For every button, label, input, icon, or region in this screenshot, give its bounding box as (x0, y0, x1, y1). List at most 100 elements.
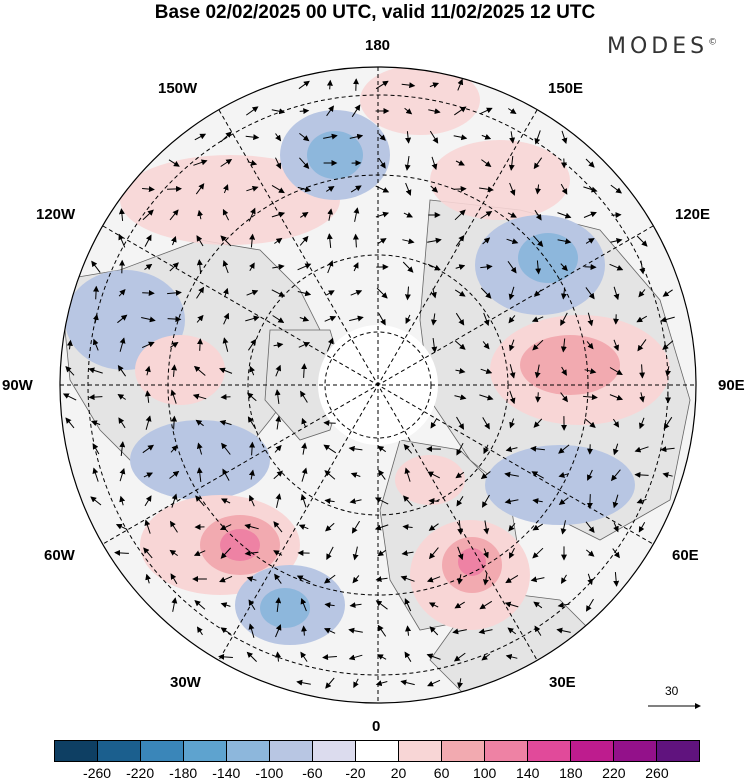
wind-arrow (504, 471, 519, 478)
wind-arrow (323, 133, 338, 140)
wind-arrow (374, 497, 389, 505)
wind-arrow (375, 680, 388, 687)
wind-arrow (296, 575, 311, 583)
wind-arrow (480, 471, 491, 480)
wind-arrow (428, 108, 441, 115)
wind-arrow (141, 341, 155, 349)
wind-arrow (509, 390, 516, 405)
wind-arrow (90, 496, 102, 506)
wind-arrow (299, 235, 309, 246)
wind-arrow (220, 235, 232, 247)
wind-arrow (634, 446, 649, 453)
wind-arrow (325, 522, 335, 532)
wind-arrow (144, 495, 152, 507)
wind-arrow (248, 494, 255, 507)
wind-vectors (62, 78, 675, 689)
wind-arrow (534, 209, 542, 221)
wind-arrow (533, 235, 544, 247)
wind-arrow (482, 573, 489, 586)
wind-arrow (323, 574, 336, 584)
colorbar-cell (270, 741, 313, 761)
wind-arrow (142, 186, 155, 193)
wind-arrow (275, 651, 282, 662)
wind-arrow (506, 238, 519, 245)
lon-label-150e: 150E (548, 80, 584, 97)
colorbar-tick-label: -180 (169, 765, 198, 781)
wind-arrow (402, 524, 413, 531)
lon-label-120w: 120W (36, 206, 76, 223)
colorbar (54, 740, 700, 762)
wind-arrow (349, 602, 362, 609)
wind-arrow (585, 287, 595, 300)
wind-arrow (535, 184, 542, 195)
wind-arrow (509, 547, 515, 559)
wind-arrow (428, 547, 439, 560)
wind-arrow (297, 290, 312, 297)
wind-arrow (428, 602, 439, 608)
wind-arrow (430, 288, 437, 299)
wind-arrow (454, 185, 467, 192)
wind-arrow (662, 289, 673, 297)
wind-arrow (322, 654, 337, 661)
wind-arrow (90, 420, 101, 427)
wind-arrow (272, 315, 285, 324)
wind-arrow (301, 625, 308, 636)
wind-arrow (323, 419, 336, 426)
wind-arrow (92, 313, 99, 324)
wind-arrow (118, 289, 126, 297)
wind-arrow (349, 315, 364, 322)
wind-arrow (638, 417, 645, 430)
wind-arrow (531, 471, 544, 479)
wind-arrow (427, 237, 442, 244)
wind-arrow (349, 133, 364, 140)
wind-arrow (586, 341, 594, 350)
lon-label-180: 180 (365, 37, 391, 54)
wind-arrow (455, 367, 466, 374)
wind-arrow (509, 131, 516, 144)
wind-arrow (378, 313, 386, 326)
wind-arrow (196, 314, 204, 323)
colorbar-cell (442, 741, 485, 761)
wind-arrow (426, 576, 441, 583)
wind-arrow (505, 446, 518, 453)
wind-arrow (326, 546, 334, 560)
wind-arrow (350, 472, 361, 478)
wind-arrow (509, 182, 516, 196)
wind-arrow (169, 470, 180, 479)
wind-arrow (663, 416, 673, 430)
wind-arrow (401, 550, 414, 557)
wind-arrow (508, 339, 515, 352)
wind-arrow (457, 78, 464, 91)
wind-arrow (454, 106, 467, 116)
colorbar-tick-label: -260 (83, 765, 112, 781)
wind-arrow (585, 521, 595, 533)
wind-arrow (454, 289, 466, 297)
wind-arrow (583, 394, 598, 401)
lon-label-60w: 60W (44, 547, 75, 564)
wind-arrow (404, 107, 413, 115)
wind-arrow (245, 315, 260, 322)
colorbar-tick-label: 220 (602, 765, 626, 781)
colorbar-cell (614, 741, 657, 761)
lon-label-150w: 150W (158, 80, 198, 97)
wind-arrow (171, 597, 178, 612)
colorbar-tick-label: -60 (302, 765, 323, 781)
wind-arrow (168, 159, 180, 167)
wind-arrow (587, 469, 593, 481)
wind-arrow (298, 341, 311, 348)
wind-arrow (352, 575, 360, 584)
wind-arrow (378, 133, 386, 141)
wind-arrow (375, 185, 390, 193)
wind-arrow (454, 209, 466, 221)
wind-arrow (404, 286, 411, 301)
wind-arrow (610, 469, 621, 482)
wind-arrow (636, 235, 648, 247)
wind-arrow (612, 443, 619, 456)
wind-arrow (220, 131, 232, 143)
wind-arrow (301, 442, 308, 455)
wind-arrow (271, 184, 285, 194)
wind-arrow (533, 601, 543, 609)
wind-arrow (171, 493, 178, 508)
lon-label-60e: 60E (672, 547, 699, 564)
wind-arrow (479, 394, 494, 401)
